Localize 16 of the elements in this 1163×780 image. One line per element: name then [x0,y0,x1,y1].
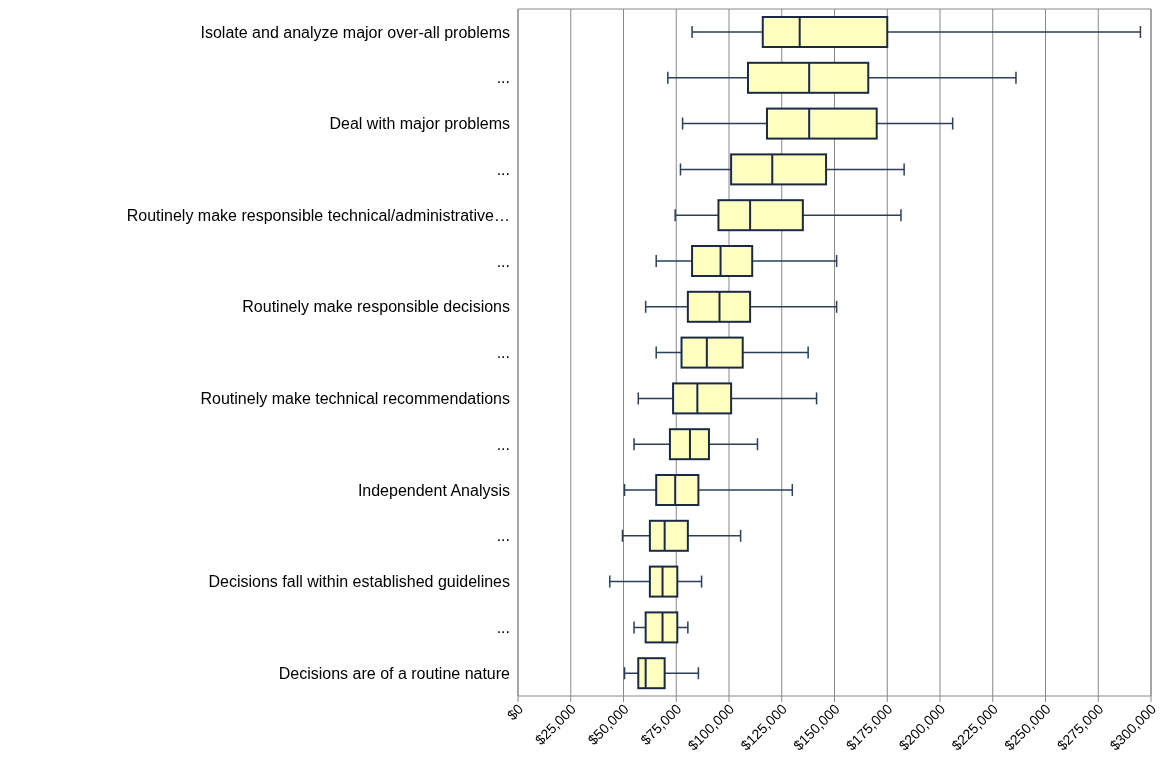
y-tick-label: ... [496,252,510,270]
y-tick-label: Deal with major problems [329,115,510,133]
y-tick-label: ... [496,160,510,178]
y-tick-label: ... [496,527,510,545]
y-tick-label: Routinely make responsible technical/administrative… [126,206,510,224]
y-tick-label: Routinely make technical recommendations [200,389,510,407]
y-tick-label: ... [496,618,510,636]
y-tick-label: Isolate and analyze major over-all problems [200,23,510,41]
y-tick-label: Routinely make responsible decisions [242,298,510,316]
y-tick-label: Decisions fall within established guidelines [208,573,510,591]
y-tick-label: ... [496,344,510,362]
y-tick-label: Independent Analysis [357,481,510,499]
y-tick-label: ... [496,69,510,87]
y-tick-label: ... [496,435,510,453]
x-tick-label: $0 [503,700,527,724]
y-tick-label: Decisions are of a routine nature [278,664,511,682]
